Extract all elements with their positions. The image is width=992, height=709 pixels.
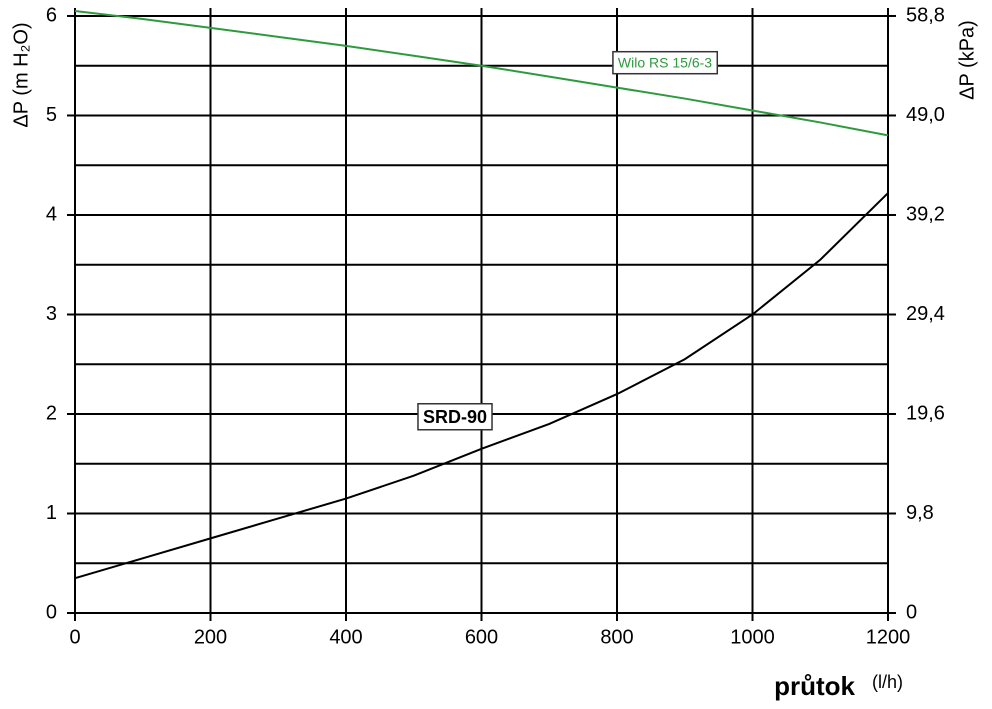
y-tick-label: 5 — [46, 104, 57, 126]
series-label-text: Wilo RS 15/6-3 — [618, 55, 712, 71]
y-axis-title: ΔP (m H₂O) — [10, 22, 32, 127]
series-label-text: SRD-90 — [423, 407, 487, 427]
x-axis-unit: (l/h) — [872, 672, 903, 692]
y2-axis-title: ΔP (kPa) — [956, 20, 978, 100]
y2-tick-label: 29,4 — [906, 303, 945, 325]
series-line — [74, 192, 889, 580]
series-label: SRD-90 — [417, 403, 493, 431]
y-tick-label: 0 — [46, 601, 57, 623]
y2-tick-label: 9,8 — [906, 502, 934, 524]
series-line — [74, 10, 889, 137]
y2-tick-label: 39,2 — [906, 203, 945, 225]
x-tick-label: 200 — [194, 626, 227, 648]
series-label-box — [417, 403, 493, 431]
x-axis-title: průtok — [774, 671, 855, 701]
y-tick-label: 2 — [46, 402, 57, 424]
series-label-box — [612, 50, 719, 75]
y-tick-label: 1 — [46, 502, 57, 524]
y2-tick-label: 49,0 — [906, 104, 945, 126]
x-tick-label: 600 — [465, 626, 498, 648]
y2-tick-label: 19,6 — [906, 402, 945, 424]
y2-tick-label: 0 — [906, 601, 917, 623]
x-tick-label: 1000 — [730, 626, 775, 648]
x-tick-label: 0 — [69, 626, 80, 648]
y-tick-label: 6 — [46, 4, 57, 26]
x-tick-label: 800 — [600, 626, 633, 648]
series-label: Wilo RS 15/6-3 — [612, 50, 719, 75]
y-tick-label: 3 — [46, 303, 57, 325]
y-tick-label: 4 — [46, 203, 57, 225]
x-tick-label: 400 — [329, 626, 362, 648]
x-tick-label: 1200 — [866, 626, 911, 648]
y2-tick-label: 58,8 — [906, 4, 945, 26]
